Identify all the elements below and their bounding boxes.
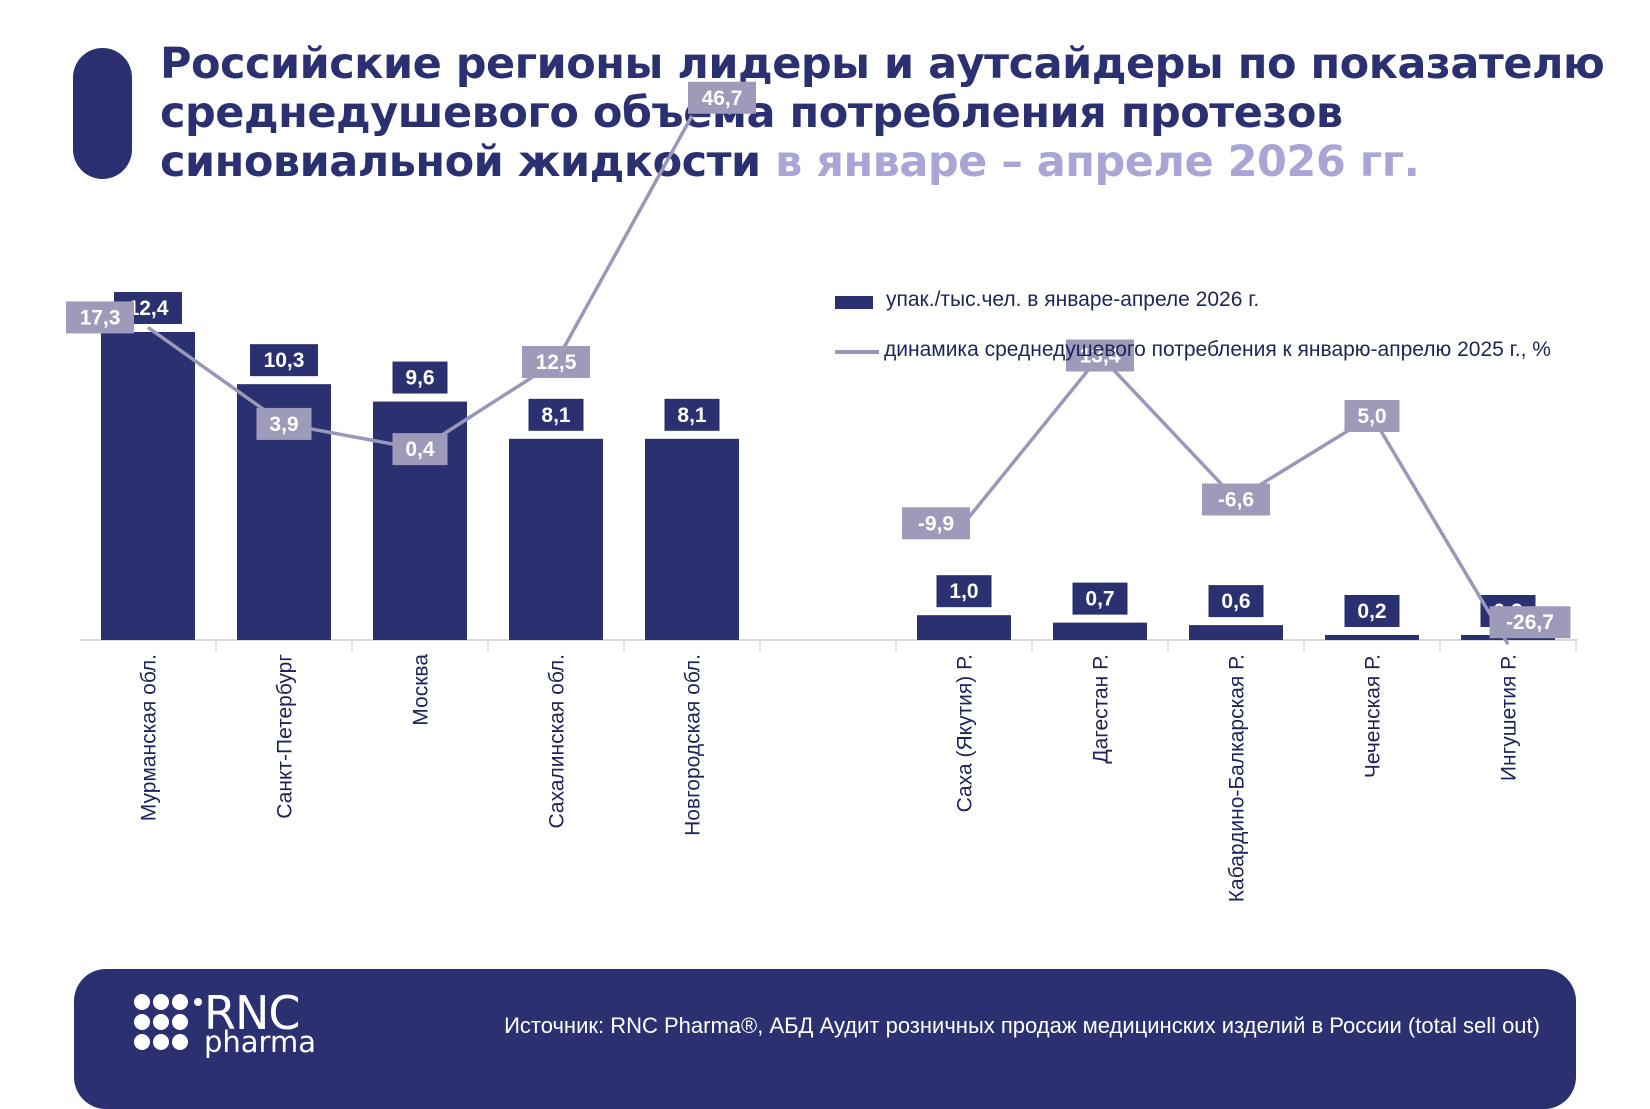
x-tick-label: Сахалинская обл.: [545, 654, 568, 829]
line-value-label: 3,9: [269, 413, 298, 436]
line-value-label: 13,4: [1080, 345, 1121, 368]
bar: [509, 438, 603, 640]
x-tick-label: Санкт-Петербург: [273, 654, 296, 819]
footer: RNC pharma Источник: RNC Pharma®, АБД Ау…: [74, 969, 1576, 1109]
series-line: [146, 114, 694, 451]
line-value-label: 0,4: [405, 438, 435, 461]
bar-value-label: 8,1: [541, 404, 571, 427]
line-value-label-bg: [392, 433, 448, 466]
bar-value-label: 12,4: [128, 297, 169, 320]
legend-bar-label: упак./тыс.чел. в январе-апреле 2026 г.: [886, 288, 1260, 311]
bar-value-label-bg: [936, 575, 992, 608]
legend-line-label: динамика среднедушевого потребления к ян…: [884, 338, 1551, 361]
line-value-label: -6,6: [1218, 489, 1254, 512]
bar-value-label: 8,1: [677, 404, 707, 427]
legend-bar-swatch: [835, 296, 873, 309]
bar-value-label-bg: [528, 398, 584, 431]
bar-value-label-bg: [1208, 585, 1264, 618]
bar-value-label: 0,7: [1085, 588, 1114, 611]
line-value-label-bg: [256, 407, 312, 440]
page-title: Российские регионы лидеры и аутсайдеры п…: [160, 40, 1620, 187]
x-tick-label: Кабардино-Балкарская Р.: [1225, 654, 1248, 902]
bar: [1189, 625, 1283, 640]
bar: [1325, 635, 1419, 640]
line-value-label: 5,0: [1357, 405, 1386, 428]
line-value-label-bg: [66, 301, 134, 334]
logo-dots-icon: [134, 994, 202, 1050]
line-value-label-bg: [1344, 400, 1400, 432]
bar: [1053, 622, 1147, 640]
x-tick-label: Чеченская Р.: [1361, 654, 1384, 778]
line-value-label: 12,5: [536, 351, 577, 374]
bar-value-label: 0,2: [1357, 600, 1386, 623]
logo-rnc-text: RNC: [204, 986, 300, 1040]
line-value-label: 17,3: [80, 306, 121, 329]
bar-value-label: 0,6: [1221, 590, 1250, 613]
x-tick-label: Мурманская обл.: [137, 654, 160, 821]
line-value-label-bg: [1489, 606, 1571, 639]
bar-value-label-bg: [664, 398, 720, 431]
bar-value-label-bg: [1344, 595, 1400, 627]
title-accent-pill: [73, 48, 132, 179]
x-tick-label: Новгородская обл.: [681, 654, 704, 836]
x-tick-label: Саха (Якутия) Р.: [953, 654, 976, 812]
title-main: Российские регионы лидеры и аутсайдеры п…: [160, 39, 1605, 187]
logo-pharma-text: pharma: [204, 1025, 316, 1059]
bar-value-label: 1,0: [949, 580, 978, 603]
x-tick-label: Ингушетия Р.: [1497, 654, 1520, 781]
line-value-label-bg: [1066, 339, 1134, 372]
bar: [101, 332, 195, 640]
bar-value-label-bg: [1072, 582, 1128, 615]
bar-value-label: 9,6: [405, 367, 434, 390]
source-note: Источник: RNC Pharma®, АБД Аудит розничн…: [504, 1013, 1540, 1038]
line-value-label: 46,7: [702, 87, 743, 110]
bar-value-label: 10,3: [264, 349, 305, 372]
bar-value-label-bg: [392, 361, 448, 394]
legend-line-swatch: [835, 350, 879, 354]
chart: Мурманская обл. Санкт-Петербург Москва Саха…: [66, 81, 1578, 902]
line-value-label-bg: [1202, 483, 1270, 516]
bar-value-label-bg: [250, 344, 318, 377]
title-highlight: в январе – апреле 2026 гг.: [775, 137, 1420, 187]
x-tick-label: Дагестан Р.: [1089, 654, 1112, 764]
bar: [645, 438, 739, 640]
rnc-pharma-logo: RNC pharma: [132, 986, 332, 1059]
line-value-label: -26,7: [1506, 611, 1554, 634]
line-value-label: -9,9: [918, 512, 954, 535]
line-value-label-bg: [688, 81, 756, 114]
line-value-label-bg: [902, 507, 970, 540]
bar: [917, 615, 1011, 640]
line-value-label-bg: [522, 346, 590, 378]
x-tick-label: Москва: [409, 654, 432, 726]
